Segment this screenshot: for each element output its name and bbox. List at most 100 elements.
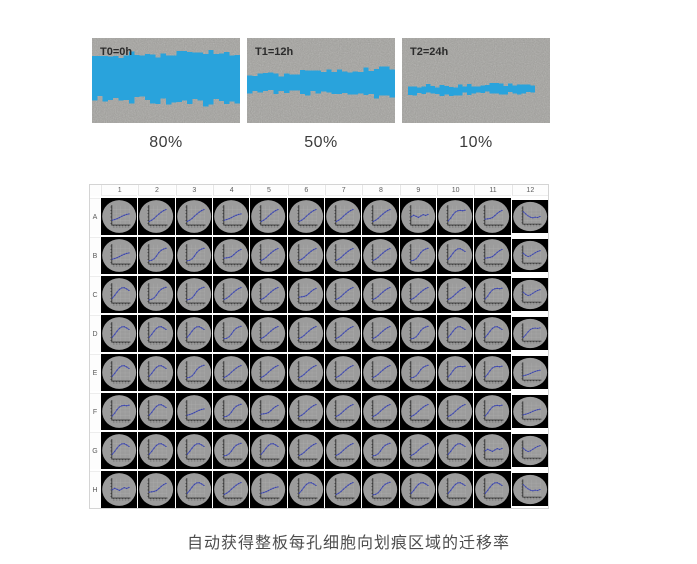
- axes: [223, 322, 243, 343]
- axes: [148, 322, 168, 343]
- axes: [522, 245, 542, 264]
- well-cell: [324, 471, 362, 508]
- well-cell: [101, 471, 138, 508]
- well-chart: [251, 278, 286, 311]
- well-cell: [324, 237, 362, 274]
- axes: [447, 205, 467, 226]
- well-chart: [176, 434, 211, 467]
- well-cell: [362, 315, 399, 352]
- well-chart: [288, 278, 323, 311]
- well-circle: [251, 434, 286, 467]
- axes: [111, 283, 131, 304]
- well-cell: [175, 432, 212, 469]
- well-cell: [250, 393, 287, 430]
- well-cell: [101, 432, 138, 469]
- well-cell: [138, 198, 175, 235]
- row-label: D: [90, 315, 100, 352]
- column-header: 7: [324, 185, 362, 196]
- percent-label-t0: 80%: [149, 134, 183, 151]
- well-chart: [475, 239, 510, 272]
- well-chart: [438, 317, 473, 350]
- axes: [223, 361, 243, 382]
- well-cell: [324, 198, 362, 235]
- well-chart: [326, 317, 361, 350]
- well-chart: [214, 395, 249, 428]
- axes: [111, 439, 131, 460]
- well-cell: [324, 393, 362, 430]
- row-label: B: [90, 237, 100, 274]
- well-cell: [138, 315, 175, 352]
- well-chart: [400, 200, 435, 233]
- well-chart: [288, 395, 323, 428]
- well-circle: [400, 200, 435, 233]
- axes: [298, 478, 318, 499]
- well-chart: [139, 434, 174, 467]
- well-cell: [436, 315, 474, 352]
- axes: [410, 244, 430, 265]
- axes: [148, 244, 168, 265]
- well-cell: [101, 393, 138, 430]
- well-chart: [102, 317, 137, 350]
- axes: [522, 284, 542, 303]
- well-cell: [474, 276, 511, 313]
- well-chart: [102, 395, 137, 428]
- well-circle: [251, 473, 286, 506]
- well-chart: [438, 200, 473, 233]
- row-label: A: [90, 198, 100, 235]
- axes: [447, 361, 467, 382]
- well-chart: [512, 279, 547, 310]
- axes: [223, 478, 243, 499]
- axes: [148, 283, 168, 304]
- axes: [186, 478, 206, 499]
- well-chart: [251, 395, 286, 428]
- axes: [335, 478, 355, 499]
- micrograph-image-t2: T2=24h: [402, 38, 550, 123]
- axes: [111, 322, 131, 343]
- well-cell: [175, 237, 212, 274]
- well-chart: [512, 240, 547, 271]
- well-chart: [363, 239, 398, 272]
- axes: [484, 361, 504, 382]
- axes: [260, 244, 280, 265]
- axes: [298, 205, 318, 226]
- well-chart: [139, 356, 174, 389]
- well-cell: [511, 393, 548, 430]
- well-circle: [176, 395, 211, 428]
- well-circle: [102, 200, 137, 233]
- axes: [223, 439, 243, 460]
- well-circle: [512, 357, 547, 388]
- well-cell: [212, 276, 250, 313]
- well-cell: [511, 315, 548, 352]
- axes: [298, 361, 318, 382]
- well-cell: [250, 315, 287, 352]
- column-header: 1: [101, 185, 138, 196]
- timepoint-label: T2=24h: [410, 46, 448, 58]
- well-chart: [214, 200, 249, 233]
- well-circle: [512, 474, 547, 505]
- well-chart: [438, 395, 473, 428]
- well-chart: [400, 239, 435, 272]
- well-chart: [139, 473, 174, 506]
- column-header: 10: [436, 185, 474, 196]
- well-circle: [475, 473, 510, 506]
- axes: [298, 400, 318, 421]
- well-chart: [251, 434, 286, 467]
- axes: [298, 283, 318, 304]
- axes: [186, 439, 206, 460]
- well-chart: [326, 356, 361, 389]
- well-chart: [251, 356, 286, 389]
- well-chart: [475, 395, 510, 428]
- well-chart: [326, 200, 361, 233]
- micrograph-grain: [402, 38, 550, 123]
- well-circle: [438, 200, 473, 233]
- axes: [186, 205, 206, 226]
- column-header: 3: [175, 185, 212, 196]
- well-cell: [474, 432, 511, 469]
- well-cell: [324, 354, 362, 391]
- well-circle: [475, 317, 510, 350]
- well-cell: [212, 198, 250, 235]
- well-chart: [288, 473, 323, 506]
- well-circle: [288, 473, 323, 506]
- well-cell: [287, 198, 324, 235]
- axes: [372, 205, 392, 226]
